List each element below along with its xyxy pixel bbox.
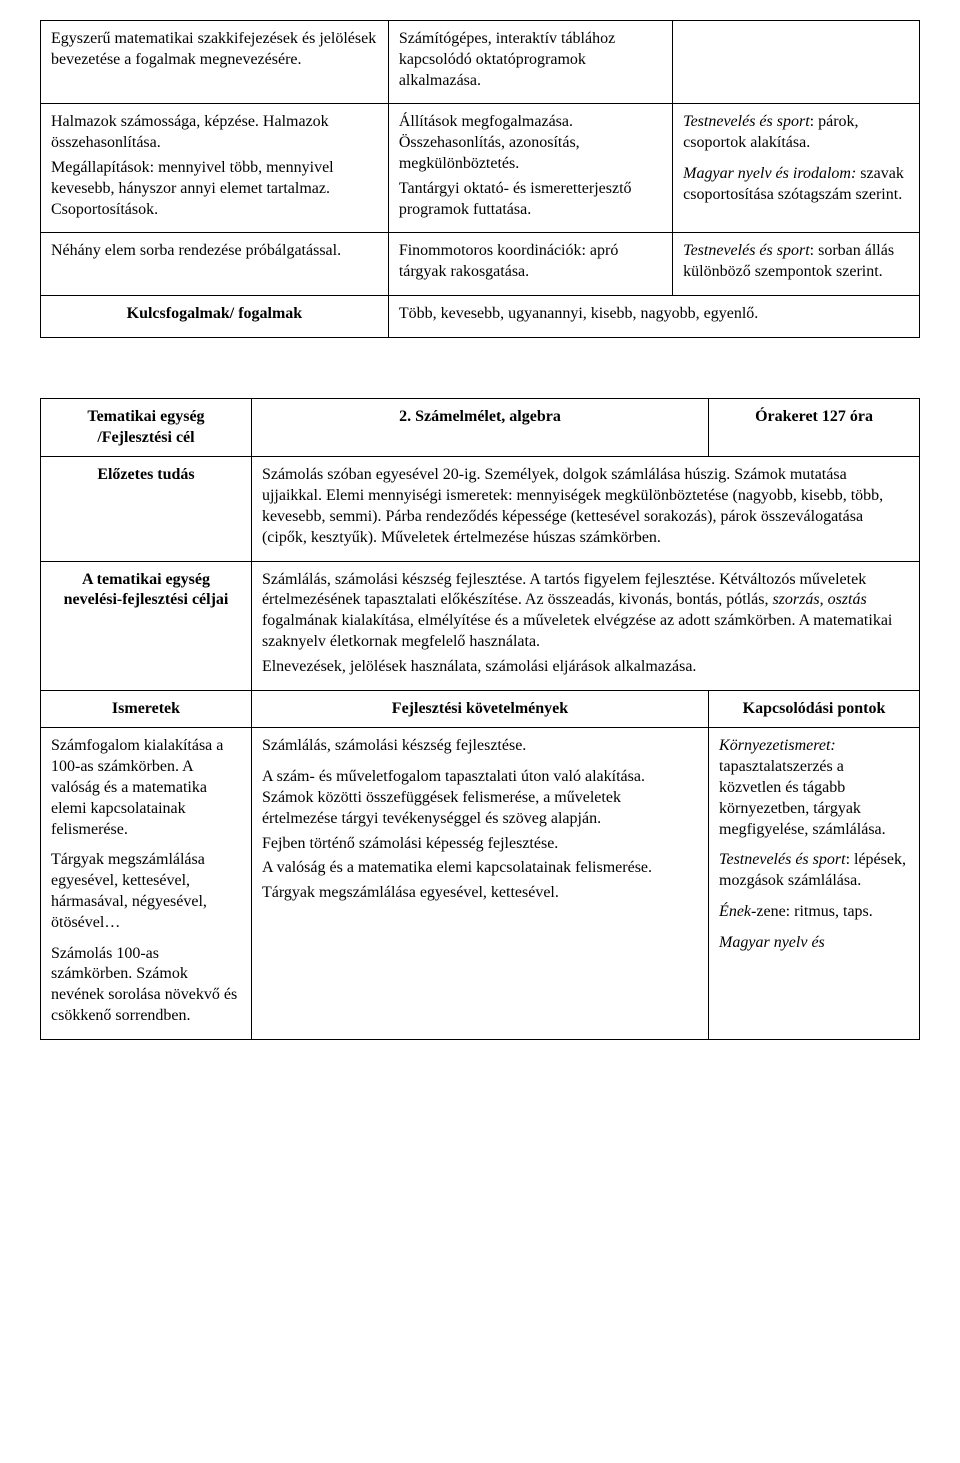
text-italic: szorzás, osztás (772, 591, 866, 608)
cell-t1-r2c1: Halmazok számossága, képzése. Halmazok ö… (41, 104, 389, 233)
table-1: Egyszerű matematikai szakkifejezések és … (40, 20, 920, 338)
cell-t1-r2c2: Állítások megfogalmazása. Összehasonlítá… (388, 104, 672, 233)
table-row: Néhány elem sorba rendezése próbálgatáss… (41, 233, 920, 296)
cell-t1-r3c1: Néhány elem sorba rendezése próbálgatáss… (41, 233, 389, 296)
text: Környezetismeret: tapasztalatszerzés a k… (719, 736, 909, 840)
text: Számítógépes, interaktív táblához kapcso… (399, 29, 662, 91)
cell-t1-r1c1: Egyszerű matematikai szakkifejezések és … (41, 21, 389, 104)
text: Tantárgyi oktató- és ismeretterjesztő pr… (399, 179, 662, 221)
text: -zene: ritmus, taps. (751, 903, 873, 920)
ismeretek-header: Ismeretek (112, 700, 180, 717)
table-row: Előzetes tudás Számolás szóban egyesével… (41, 457, 920, 561)
text: Halmazok számossága, képzése. Halmazok ö… (51, 112, 378, 154)
text: Számolás 100-as számkörben. Számok nevén… (51, 944, 241, 1027)
text: A valóság és a matematika elemi kapcsola… (262, 858, 698, 879)
cell-t1-r4c2: Több, kevesebb, ugyanannyi, kisebb, nagy… (388, 295, 919, 337)
cell-t2-r5c1: Számfogalom kialakítása a 100-as számkör… (41, 728, 252, 1039)
nevelesi-fejlesztesi-label: A tematikai egység nevelési-fejlesztési … (64, 571, 229, 609)
table-2: Tematikai egység /Fejlesztési cél 2. Szá… (40, 398, 920, 1040)
cell-t1-r1c3 (673, 21, 920, 104)
text: Néhány elem sorba rendezése próbálgatáss… (51, 241, 378, 262)
subject-label: Testnevelés és sport (719, 851, 846, 868)
text: Testnevelés és sport: lépések, mozgások … (719, 850, 909, 892)
subject-label: Magyar nyelv és irodalom: (683, 165, 856, 182)
subject-label: Ének (719, 903, 751, 920)
cell-t2-r1c1: Tematikai egység /Fejlesztési cél (41, 398, 252, 457)
cell-t2-r4c1: Ismeretek (41, 690, 252, 728)
cell-t2-r1c3: Órakeret 127 óra (709, 398, 920, 457)
table-row: Tematikai egység /Fejlesztési cél 2. Szá… (41, 398, 920, 457)
cell-t1-r3c3: Testnevelés és sport: sorban állás külön… (673, 233, 920, 296)
kapcsolodasi-header: Kapcsolódási pontok (743, 700, 886, 717)
text: Testnevelés és sport: sorban állás külön… (683, 241, 909, 283)
text: Megállapítások: mennyivel több, mennyive… (51, 158, 378, 220)
subject-label: Magyar nyelv és (719, 934, 825, 951)
text: Számlálás, számolási készség fejlesztése… (262, 736, 698, 757)
cell-t2-r5c2: Számlálás, számolási készség fejlesztése… (251, 728, 708, 1039)
cell-t1-r4c1: Kulcsfogalmak/ fogalmak (41, 295, 389, 337)
table-row: Ismeretek Fejlesztési követelmények Kapc… (41, 690, 920, 728)
text: Magyar nyelv és irodalom: szavak csoport… (683, 164, 909, 206)
cell-t2-r1c2: 2. Számelmélet, algebra (251, 398, 708, 457)
fejlesztesi-header: Fejlesztési követelmények (392, 700, 568, 717)
kulcsfogalmak-label: Kulcsfogalmak/ fogalmak (127, 305, 303, 322)
text: Állítások megfogalmazása. Összehasonlítá… (399, 112, 662, 174)
subject-label: Testnevelés és sport (683, 242, 810, 259)
tematikai-egyseg-label: Tematikai egység /Fejlesztési cél (87, 408, 204, 446)
text: fogalmának kialakítása, elmélyítése és a… (262, 612, 892, 650)
text: Elnevezések, jelölések használata, számo… (262, 657, 909, 678)
text: Tárgyak megszámlálása egyesével, kettesé… (262, 883, 698, 904)
cell-t1-r2c3: Testnevelés és sport: párok, csoportok a… (673, 104, 920, 233)
text: Fejben történő számolási képesség fejles… (262, 834, 698, 855)
cell-t2-r3c2: Számlálás, számolási készség fejlesztése… (251, 561, 919, 690)
table-row: Halmazok számossága, képzése. Halmazok ö… (41, 104, 920, 233)
subject-label: Környezetismeret: (719, 737, 836, 754)
text: Több, kevesebb, ugyanannyi, kisebb, nagy… (399, 304, 909, 325)
cell-t2-r5c3: Környezetismeret: tapasztalatszerzés a k… (709, 728, 920, 1039)
text: Magyar nyelv és (719, 933, 909, 954)
text: Számfogalom kialakítása a 100-as számkör… (51, 736, 241, 840)
cell-t2-r4c3: Kapcsolódási pontok (709, 690, 920, 728)
text: Számolás szóban egyesével 20-ig. Személy… (262, 465, 909, 548)
text: Finommotoros koordinációk: apró tárgyak … (399, 241, 662, 283)
text: Ének-zene: ritmus, taps. (719, 902, 909, 923)
table-row: Egyszerű matematikai szakkifejezések és … (41, 21, 920, 104)
cell-t1-r3c2: Finommotoros koordinációk: apró tárgyak … (388, 233, 672, 296)
section-title: 2. Számelmélet, algebra (399, 408, 561, 425)
text: Testnevelés és sport: párok, csoportok a… (683, 112, 909, 154)
orakeret-label: Órakeret 127 óra (755, 408, 873, 425)
text: A szám- és műveletfogalom tapasztalati ú… (262, 767, 698, 829)
table-row: Számfogalom kialakítása a 100-as számkör… (41, 728, 920, 1039)
table-row: A tematikai egység nevelési-fejlesztési … (41, 561, 920, 690)
cell-t1-r1c2: Számítógépes, interaktív táblához kapcso… (388, 21, 672, 104)
text: Egyszerű matematikai szakkifejezések és … (51, 29, 378, 71)
cell-t2-r2c1: Előzetes tudás (41, 457, 252, 561)
text: tapasztalatszerzés a közvetlen és tágabb… (719, 758, 886, 837)
elozetes-tudas-label: Előzetes tudás (97, 466, 194, 483)
cell-t2-r2c2: Számolás szóban egyesével 20-ig. Személy… (251, 457, 919, 561)
cell-t2-r3c1: A tematikai egység nevelési-fejlesztési … (41, 561, 252, 690)
table-row: Kulcsfogalmak/ fogalmak Több, kevesebb, … (41, 295, 920, 337)
cell-t2-r4c2: Fejlesztési követelmények (251, 690, 708, 728)
text: Tárgyak megszámlálása egyesével, kettesé… (51, 850, 241, 933)
text: Számlálás, számolási készség fejlesztése… (262, 570, 909, 653)
subject-label: Testnevelés és sport (683, 113, 810, 130)
